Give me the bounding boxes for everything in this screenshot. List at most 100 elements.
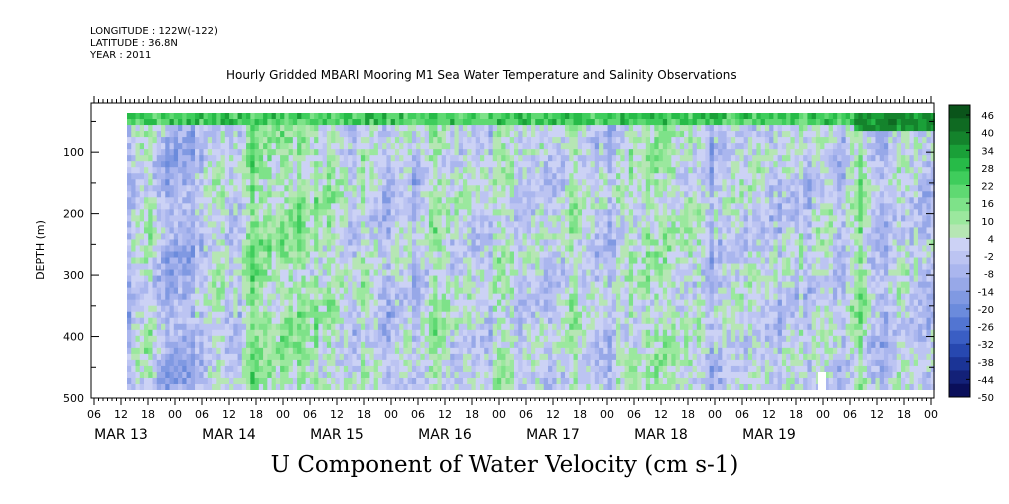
heat-cell [420, 113, 426, 120]
heat-cell [131, 335, 137, 343]
heat-cell [513, 323, 519, 331]
heat-cell [241, 239, 247, 247]
heat-cell [165, 365, 171, 373]
heat-cell [501, 323, 507, 331]
heat-cell [203, 143, 209, 150]
heat-cell [501, 257, 507, 265]
heat-cell [462, 143, 468, 150]
heat-cell [505, 323, 511, 331]
heat-cell [445, 131, 451, 138]
heat-cell [190, 365, 196, 373]
heat-cell [139, 179, 145, 186]
heat-cell [305, 347, 311, 355]
heat-cell [377, 305, 383, 313]
heat-cell [441, 185, 447, 192]
heat-cell [343, 239, 349, 247]
heat-cell [509, 377, 515, 385]
heat-cell [156, 203, 162, 210]
heat-cell [360, 191, 366, 198]
heat-cell [488, 299, 494, 307]
heat-cell [284, 341, 290, 349]
heat-cell [267, 215, 273, 222]
heat-cell [314, 317, 319, 325]
heat-cell [309, 257, 315, 265]
heat-cell [577, 191, 583, 198]
heat-cell [331, 167, 336, 174]
heat-cell [288, 299, 294, 307]
heat-cell [280, 191, 285, 198]
heat-cell [267, 167, 273, 174]
heat-cell [207, 383, 213, 390]
heat-cell [450, 293, 456, 301]
heat-cell [169, 143, 175, 150]
heat-cell [348, 239, 353, 247]
heat-cell [565, 215, 570, 222]
heat-cell [535, 161, 541, 168]
heat-cell [454, 131, 460, 138]
heat-cell [565, 233, 570, 241]
heat-cell [360, 377, 366, 385]
heat-cell [271, 227, 277, 235]
heat-cell [399, 275, 405, 283]
heat-cell [280, 173, 285, 180]
heat-cell [348, 179, 353, 186]
heat-cell [267, 227, 273, 235]
heat-cell [216, 245, 222, 253]
heat-cell [386, 275, 392, 283]
heat-cell [552, 263, 558, 271]
heat-cell [577, 377, 583, 385]
heat-cell [399, 323, 405, 331]
heat-cell [173, 245, 179, 253]
heat-cell [152, 161, 158, 168]
heat-cell [365, 113, 370, 120]
heat-cell [365, 371, 370, 379]
heat-cell [437, 287, 443, 295]
heat-cell [403, 227, 409, 235]
heat-cell [161, 143, 166, 150]
heat-cell [186, 359, 192, 367]
heat-cell [288, 293, 294, 301]
heat-cell [186, 227, 192, 235]
heat-cell [458, 269, 464, 277]
heat-cell [399, 383, 405, 390]
heat-cell [582, 131, 587, 138]
heat-cell [441, 263, 447, 271]
heat-cell [577, 197, 583, 204]
heat-cell [560, 125, 566, 132]
heat-cell [471, 287, 477, 295]
heat-cell [195, 245, 200, 253]
heat-cell [565, 263, 570, 271]
heat-cell [352, 167, 358, 174]
heat-cell [139, 287, 145, 295]
heat-cell [420, 233, 426, 241]
heat-cell [496, 299, 502, 307]
heat-cell [284, 233, 290, 241]
heat-cell [352, 293, 358, 301]
heat-cell [195, 125, 200, 132]
heat-cell [399, 263, 405, 271]
heat-cell [254, 347, 260, 355]
heat-cell [224, 317, 230, 325]
heat-cell [263, 311, 268, 319]
heat-cell [582, 209, 587, 216]
heat-cell [348, 137, 353, 144]
heat-cell [161, 197, 166, 204]
heat-cell [522, 317, 528, 325]
heat-cell [518, 191, 524, 198]
heat-cell [360, 233, 366, 241]
heat-cell [488, 383, 494, 390]
heat-cell [250, 227, 256, 235]
heat-cell [416, 179, 422, 186]
heat-cell [165, 215, 171, 222]
heat-cell [250, 299, 256, 307]
heat-cell [241, 263, 247, 271]
heat-cell [377, 263, 383, 271]
heat-cell [263, 305, 268, 313]
heat-cell [526, 293, 532, 301]
heat-cell [450, 257, 456, 265]
heat-cell [407, 203, 413, 210]
heat-cell [573, 329, 579, 337]
heat-cell [569, 263, 575, 271]
heat-cell [390, 209, 396, 216]
heat-cell [526, 131, 532, 138]
